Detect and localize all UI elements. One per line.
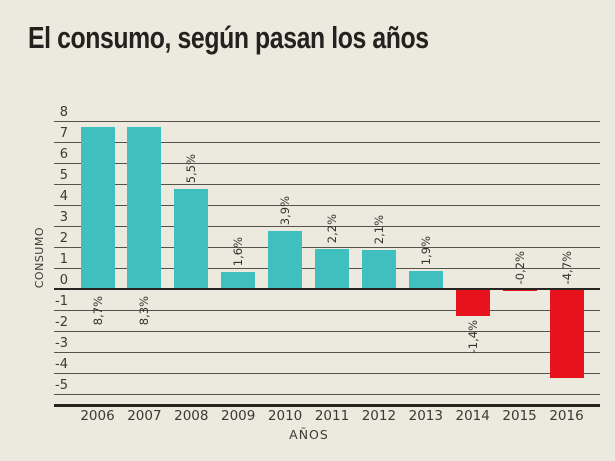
x-tick-label: 2011	[314, 408, 350, 424]
gridline	[54, 331, 600, 332]
chart-title: El consumo, según pasan los años	[28, 20, 429, 55]
x-tick-label: 2013	[408, 408, 443, 424]
x-tick-label: 2008	[174, 408, 209, 424]
y-tick-label: 8	[59, 105, 68, 120]
bar-2009	[221, 272, 256, 290]
bar-value-label: 2,2%	[325, 213, 339, 244]
gridline	[54, 394, 600, 395]
bar-2007	[127, 127, 162, 290]
y-tick-label: 7	[59, 126, 68, 141]
bar-2016	[549, 290, 584, 379]
bar-value-label: -1,4%	[465, 320, 480, 354]
gridline	[54, 163, 600, 164]
y-tick-label: 1	[59, 252, 68, 267]
y-tick-label: 4	[59, 189, 68, 204]
y-tick-label: 0	[59, 273, 68, 288]
x-tick-label: 2009	[221, 408, 256, 424]
y-tick-label: -1	[55, 294, 68, 309]
bar-value-label: 3,9%	[278, 195, 293, 226]
bar-2010	[268, 231, 303, 290]
gridline	[54, 184, 600, 185]
gridline	[54, 352, 600, 353]
bar-2011	[315, 249, 349, 290]
plot-area: 8,7% 8,3% 5,5% 1,6% 3,9% 2,2% 2,1% 1,9% -1,4% -0,…	[54, 115, 600, 407]
bar-value-label: -0,2%	[512, 250, 527, 284]
bar-value-label: -4,7%	[559, 250, 574, 284]
gridline	[54, 247, 600, 248]
bar-2008	[174, 189, 209, 290]
x-tick-label: 2016	[549, 408, 584, 424]
bar-value-label: 1,6%	[231, 236, 246, 267]
x-tick-label: 2012	[361, 408, 397, 424]
x-tick-label: 2007	[127, 408, 162, 424]
bar-value-label: 8,7%	[90, 296, 105, 326]
gridline	[54, 121, 600, 122]
gridline	[54, 205, 600, 206]
gridline	[54, 142, 600, 143]
bar-value-label: 2,1%	[371, 214, 386, 245]
gridline	[54, 373, 600, 374]
y-tick-label: 3	[59, 210, 68, 225]
y-tick-label: -5	[55, 378, 68, 393]
y-tick-label: 6	[59, 147, 68, 162]
x-tick-label: 2015	[502, 408, 537, 424]
bar-value-label: 1,9%	[418, 235, 433, 266]
bar-2012	[361, 250, 396, 290]
bar-value-label: 8,3%	[137, 296, 152, 326]
zero-line	[54, 287, 600, 290]
bar-2014	[455, 290, 490, 317]
x-tick-label: 2006	[80, 408, 115, 424]
bar-2015	[502, 290, 537, 292]
x-axis-label: AÑOS	[289, 427, 329, 442]
y-tick-label: -4	[55, 357, 68, 372]
y-tick-label: -3	[55, 336, 68, 351]
gridline	[54, 310, 600, 311]
gridline	[54, 226, 600, 227]
y-tick-label: 2	[59, 231, 68, 246]
bar-2006	[80, 127, 115, 290]
x-tick-label: 2014	[455, 408, 490, 424]
y-tick-label: 5	[59, 168, 68, 183]
bar-2013	[408, 271, 443, 290]
x-tick-label: 2010	[267, 408, 303, 424]
bar-value-label: 5,5%	[184, 153, 199, 184]
y-tick-label: -2	[55, 315, 68, 330]
